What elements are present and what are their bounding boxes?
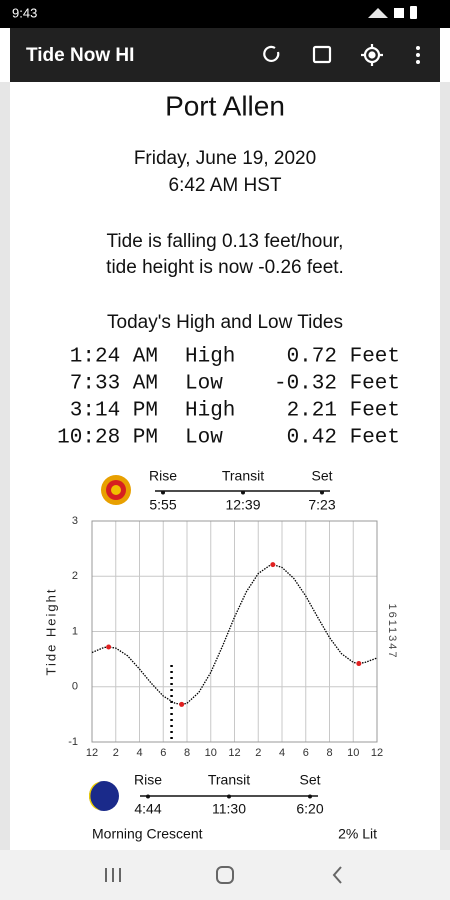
event-time: 12:39 [225, 497, 260, 513]
tide-type: High [185, 400, 235, 423]
tides-title: Today's High and Low Tides [107, 312, 343, 333]
event-label: Rise [149, 468, 177, 484]
tide-type: Low [185, 373, 223, 396]
y-tick-label: -1 [68, 736, 78, 748]
track-dot [308, 794, 312, 799]
x-tick-label: 8 [184, 747, 190, 759]
x-tick-label: 12 [86, 747, 98, 759]
track-dot [146, 794, 150, 799]
x-tick-label: 2 [255, 747, 261, 759]
tide-extreme [179, 701, 185, 707]
moon-icon [89, 781, 119, 811]
x-tick-label: 4 [136, 747, 142, 759]
tide-height: -0.32 Feet [274, 373, 400, 396]
tide-extreme [106, 644, 112, 650]
nav-bar [0, 850, 450, 900]
app-bar [10, 28, 440, 82]
tide-time: 3:14 PM [70, 400, 158, 423]
moon-lit: 2% Lit [338, 826, 377, 842]
x-tick-label: 8 [326, 747, 332, 759]
track-dot [227, 794, 231, 799]
x-tick-label: 2 [113, 747, 119, 759]
y-tick-label: 3 [72, 515, 78, 527]
tide-time: 10:28 PM [57, 427, 158, 450]
x-tick-label: 6 [160, 747, 166, 759]
time: 6:42 AM HST [169, 175, 282, 196]
track-dot [241, 490, 245, 495]
refresh-button[interactable] [263, 45, 280, 63]
y-axis-label: Tide Height [43, 588, 58, 676]
event-label: Transit [222, 468, 264, 484]
status-time: 9:43 [12, 5, 37, 20]
tide-height: 0.72 Feet [287, 346, 400, 369]
event-label: Transit [208, 772, 250, 788]
sun-icon [101, 475, 131, 505]
tide-status: Tide is falling 0.13 feet/hour, [107, 231, 344, 252]
app-title: Tide Now HI [26, 45, 134, 66]
event-time: 4:44 [134, 801, 161, 817]
track-dot [161, 490, 165, 495]
event-time: 11:30 [212, 801, 246, 817]
moon-phase: Morning Crescent [92, 826, 203, 842]
event-label: Set [311, 468, 332, 484]
side-margin [440, 82, 450, 850]
tide-height: 0.42 Feet [287, 427, 400, 450]
status-icons [368, 6, 417, 19]
moon-times: Rise 4:44 Transit 11:30 Set 6:20 [134, 772, 324, 817]
tide-table: 1:24 AM High 0.72 Feet 7:33 AM Low -0.32 Feet… [57, 346, 400, 450]
tide-height: 2.21 Feet [287, 400, 400, 423]
y-tick-label: 2 [72, 570, 78, 582]
x-tick-label: 12 [371, 747, 383, 759]
location: Port Allen [165, 90, 285, 121]
x-tick-label: 4 [279, 747, 285, 759]
calendar-button[interactable] [312, 45, 332, 64]
y-tick-label: 1 [72, 625, 78, 637]
side-margin [0, 82, 10, 850]
plot-frame [91, 520, 378, 743]
tide-type: Low [185, 427, 223, 450]
sun-times: Rise 5:55 Transit 12:39 Set 7:23 [149, 468, 336, 513]
home-button[interactable] [216, 866, 234, 884]
x-tick-label: 12 [228, 747, 240, 759]
back-button[interactable] [332, 866, 342, 884]
tide-extreme [356, 661, 362, 667]
tide-time: 1:24 AM [70, 346, 158, 369]
tide-time: 7:33 AM [70, 373, 158, 396]
x-tick-label: 10 [347, 747, 359, 759]
x-tick-label: 6 [303, 747, 309, 759]
recents-button[interactable] [105, 868, 121, 882]
event-label: Rise [134, 772, 162, 788]
station-id: 1611347 [386, 603, 398, 659]
tide-status: tide height is now -0.26 feet. [106, 257, 344, 278]
tide-type: High [185, 346, 235, 369]
event-time: 6:20 [296, 801, 323, 817]
location-button[interactable] [361, 44, 383, 66]
date: Friday, June 19, 2020 [134, 148, 316, 169]
track-dot [320, 490, 324, 495]
y-tick-label: 0 [72, 681, 78, 693]
event-time: 7:23 [308, 497, 335, 513]
menu-button[interactable] [416, 46, 420, 64]
tide-extreme [270, 562, 276, 568]
x-tick-label: 10 [205, 747, 217, 759]
event-label: Set [299, 772, 320, 788]
tide-curve [91, 563, 378, 706]
event-time: 5:55 [149, 497, 176, 513]
